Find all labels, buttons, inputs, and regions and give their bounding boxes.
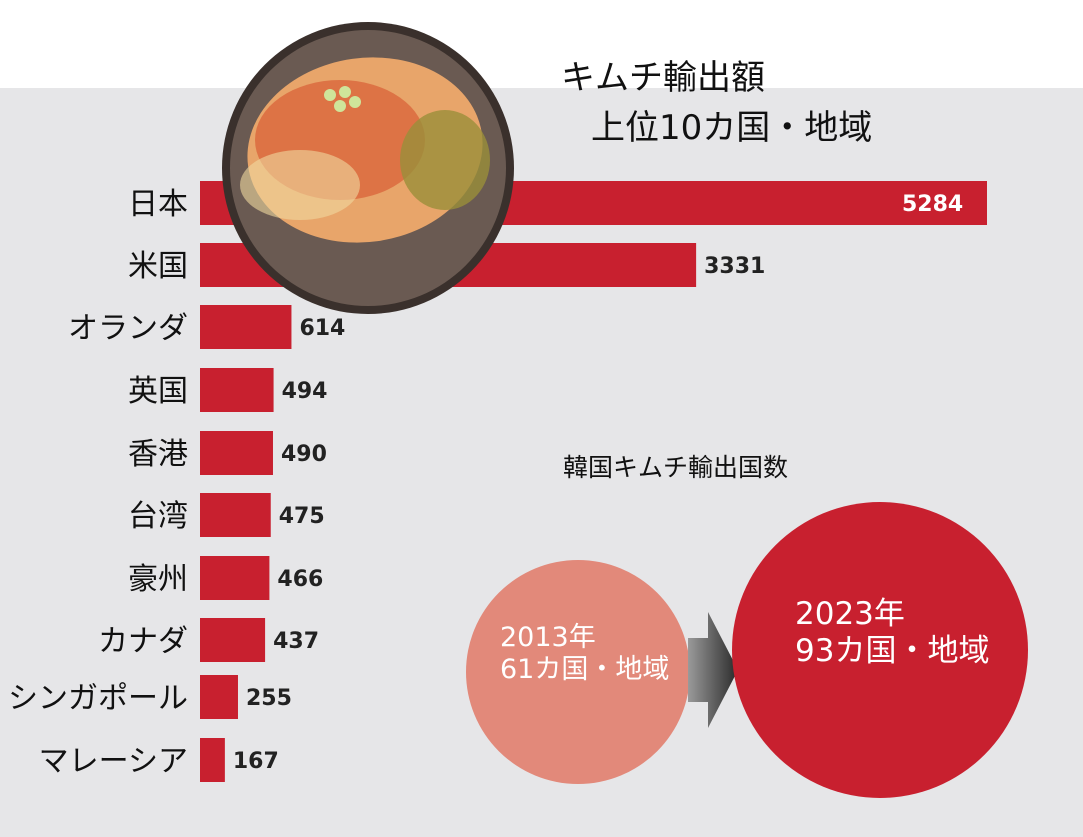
value-label: 255 <box>246 686 292 711</box>
bar <box>200 305 292 349</box>
bar <box>200 368 274 412</box>
year-2023: 2023年 <box>795 596 905 632</box>
circle-2023 <box>732 502 1028 798</box>
chart-title-line1: キムチ輸出額 <box>561 58 765 98</box>
value-label: 437 <box>273 629 319 654</box>
bar <box>200 618 266 662</box>
label-2013: 2013年 61カ国・地域 <box>500 622 669 687</box>
count-2013: 61カ国・地域 <box>500 654 670 686</box>
bar <box>200 556 270 600</box>
category-label: 米国 <box>128 249 188 284</box>
category-label: シンガポール <box>8 681 188 716</box>
value-label: 167 <box>233 749 279 774</box>
year-2013: 2013年 <box>500 622 596 653</box>
bar <box>200 675 238 719</box>
value-label: 494 <box>282 379 328 404</box>
category-label: マレーシア <box>39 744 188 779</box>
category-label: 英国 <box>128 374 188 409</box>
category-label: カナダ <box>98 624 188 659</box>
kimchi-plate-image <box>222 22 514 314</box>
label-2023: 2023年 93カ国・地域 <box>795 596 989 670</box>
bar <box>200 493 271 537</box>
value-label: 5284 <box>902 192 963 217</box>
bar <box>200 431 273 475</box>
chart-title-line2: 上位10カ国・地域 <box>591 108 873 148</box>
category-label: 香港 <box>128 437 188 472</box>
circle-2013 <box>466 560 690 784</box>
category-label: オランダ <box>68 311 188 346</box>
arrow-icon <box>688 612 738 728</box>
value-label: 475 <box>279 504 325 529</box>
category-label: 豪州 <box>128 562 188 597</box>
category-label: 台湾 <box>128 499 188 534</box>
category-label: 日本 <box>128 187 188 222</box>
value-label: 3331 <box>704 254 765 279</box>
value-label: 614 <box>299 316 345 341</box>
count-2023: 93カ国・地域 <box>795 633 990 670</box>
count-panel-title: 韓国キムチ輸出国数 <box>563 453 789 482</box>
value-label: 490 <box>281 442 327 467</box>
bar <box>200 738 225 782</box>
value-label: 466 <box>277 567 323 592</box>
